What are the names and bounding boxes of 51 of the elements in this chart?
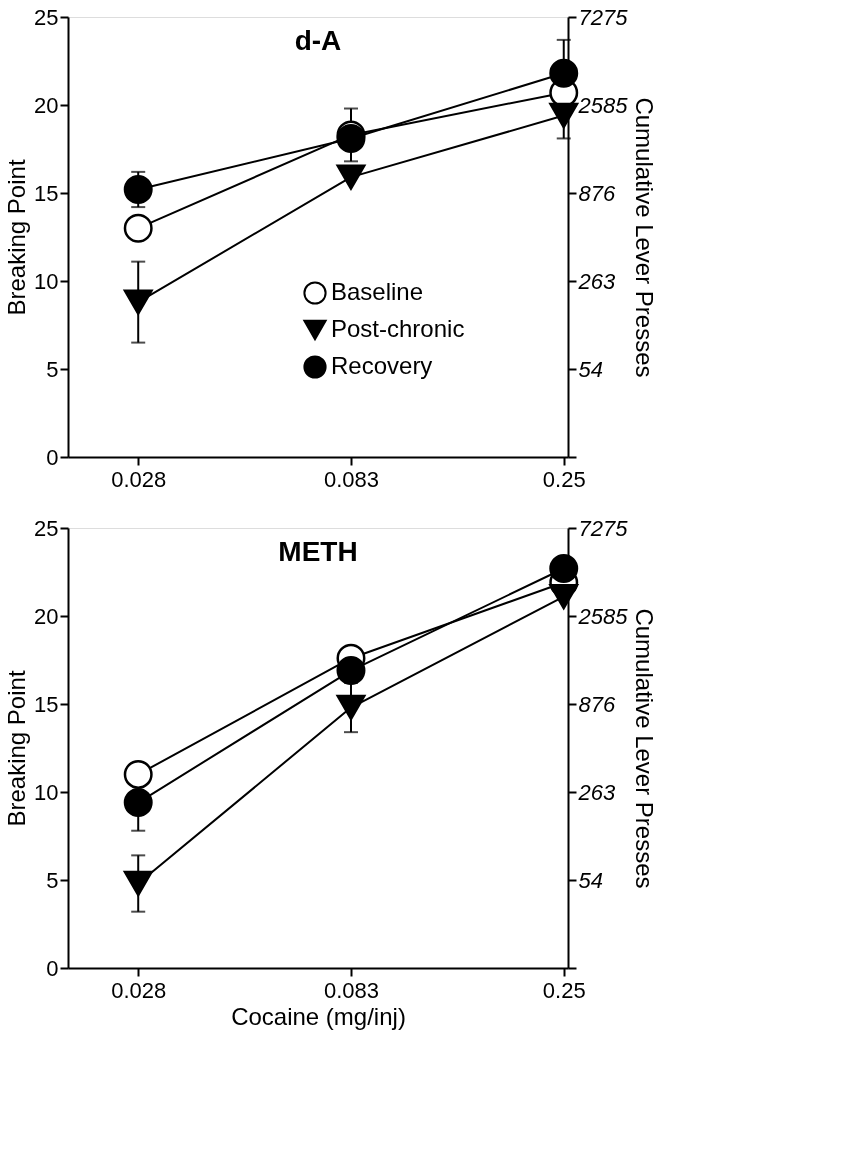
y-axis-title: Breaking Point xyxy=(3,159,31,316)
chart-title: METH xyxy=(278,536,358,567)
point xyxy=(123,870,153,897)
text: 876 xyxy=(578,180,616,206)
text: 263 xyxy=(577,779,616,805)
y-tick-label: 5 xyxy=(46,356,59,382)
y-tick-label: 10 xyxy=(34,268,59,294)
legend-label: Baseline xyxy=(331,278,424,305)
point xyxy=(123,788,153,818)
x-tick-label: 0.083 xyxy=(323,977,380,1003)
text: 876 xyxy=(578,691,616,717)
x-tick-label: 0.028 xyxy=(111,466,167,492)
y-tick-label: 0 xyxy=(46,444,59,470)
point xyxy=(123,213,153,243)
point xyxy=(336,656,366,686)
x-axis-title: Cocaine (mg/inj) xyxy=(231,1002,406,1030)
y-tick-label: 0 xyxy=(46,955,59,981)
point xyxy=(549,58,579,88)
y-tick-label: 15 xyxy=(34,180,59,206)
point xyxy=(549,102,579,129)
text: 54 xyxy=(578,867,603,893)
chart-title: d-A xyxy=(294,25,342,56)
y-tick-label: 25 xyxy=(34,4,59,30)
legend-label: Post-chronic xyxy=(331,315,465,342)
y-tick-label: 20 xyxy=(34,92,59,118)
text: 2585 xyxy=(577,603,629,629)
y-tick-label: 5 xyxy=(46,867,59,893)
y2-axis-title: Cumulative Lever Presses xyxy=(631,608,659,889)
x-tick-label: 0.028 xyxy=(111,977,167,1003)
legend-label: Recovery xyxy=(331,352,433,379)
point xyxy=(123,289,153,315)
text: 263 xyxy=(577,268,616,294)
x-tick-label: 0.083 xyxy=(323,466,380,492)
x-tick-label: 0.25 xyxy=(542,466,586,492)
text: 7275 xyxy=(578,515,629,541)
y-tick-label: 25 xyxy=(34,515,59,541)
text: 7275 xyxy=(578,4,629,30)
y-tick-label: 15 xyxy=(34,691,59,717)
y2-axis-title: Cumulative Lever Presses xyxy=(631,97,659,378)
y-axis-title: Breaking Point xyxy=(3,670,31,827)
point xyxy=(549,583,579,610)
text: 54 xyxy=(578,356,603,382)
point xyxy=(549,554,579,583)
point xyxy=(123,175,153,204)
point xyxy=(336,694,366,721)
y-tick-label: 20 xyxy=(34,603,59,629)
y-tick-label: 10 xyxy=(34,779,59,805)
point xyxy=(123,759,153,789)
point xyxy=(336,164,366,190)
text: 2585 xyxy=(577,92,629,118)
x-tick-label: 0.25 xyxy=(542,977,586,1003)
